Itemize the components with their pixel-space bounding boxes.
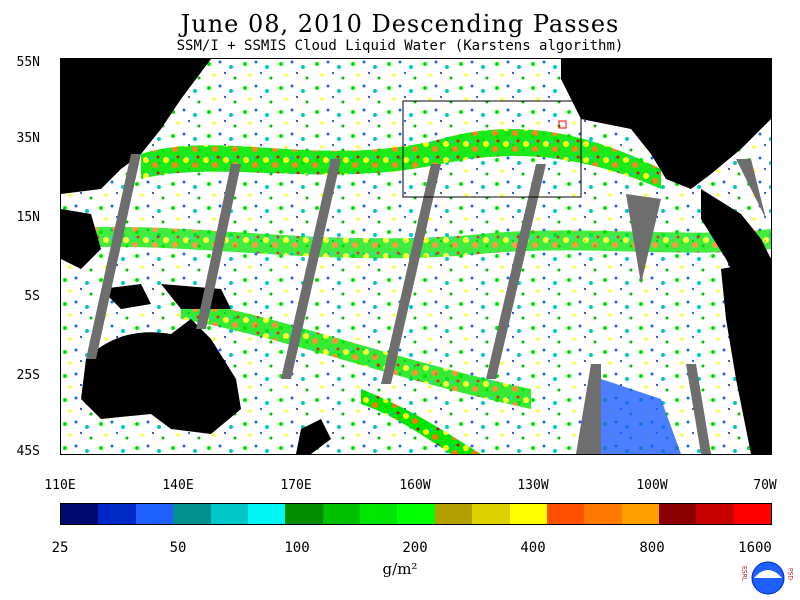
colorbar-swatch [696, 504, 734, 524]
colorbar-swatch [360, 504, 398, 524]
lat-label-55n: 55N [16, 55, 40, 70]
colorbar-swatch [546, 504, 585, 524]
colorbar-tick-400: 400 [520, 540, 546, 556]
lon-label-70w: 70W [753, 478, 777, 493]
swath-gap-3 [281, 159, 341, 379]
colorbar-swatch [210, 504, 248, 524]
borneo-landmass [101, 284, 151, 309]
lon-label-110e: 110E [44, 478, 76, 493]
southeast-pacific-cloud [601, 379, 681, 454]
swath-gap-8 [686, 364, 711, 454]
colorbar-swatch [509, 504, 547, 524]
colorbar-swatch [397, 504, 435, 524]
colorbar-swatch [659, 504, 697, 524]
colorbar-tick-1600: 1600 [738, 540, 772, 556]
lon-label-130w: 130W [517, 478, 549, 493]
lat-label-45s: 45S [16, 444, 40, 459]
logo-left-text: ESRL [741, 566, 748, 582]
colorbar-swatch [621, 504, 659, 524]
color-scale-bar [60, 503, 772, 525]
swath-gap-2 [196, 164, 241, 329]
north-pacific-storm-band [141, 129, 661, 189]
swath-gap-4 [381, 164, 441, 384]
lat-label-15n: 15N [16, 210, 40, 225]
lat-label-5s: 5S [24, 289, 40, 304]
map-title: June 08, 2010 Descending Passes [180, 10, 620, 38]
lon-label-140e: 140E [162, 478, 194, 493]
colorbar-swatch [173, 504, 211, 524]
australia-landmass [81, 319, 241, 434]
noaa-logo: NOAA ESRL PSD [741, 561, 794, 595]
logo-center-text: NOAA [759, 572, 777, 579]
lat-label-25s: 25S [16, 368, 40, 383]
target-marker [558, 120, 567, 129]
lon-label-100w: 100W [636, 478, 668, 493]
units-label: g/m² [382, 560, 418, 578]
colorbar-swatch [434, 504, 473, 524]
colorbar-tick-25: 25 [51, 540, 69, 556]
colorbar-swatch [61, 504, 99, 524]
colorbar-swatch [285, 504, 323, 524]
swath-gap-5 [486, 164, 546, 379]
colorbar-swatch [472, 504, 510, 524]
lat-label-35n: 35N [16, 131, 40, 146]
map-canvas [61, 59, 771, 454]
lon-label-160w: 160W [399, 478, 431, 493]
swath-gap-9 [736, 159, 766, 219]
colorbar-swatch [135, 504, 174, 524]
swath-gap-7 [576, 364, 601, 454]
swath-gap-1 [86, 154, 141, 359]
swath-gap-6 [626, 194, 661, 284]
map-subtitle: SSM/I + SSMIS Cloud Liquid Water (Karste… [176, 38, 624, 54]
colorbar-swatch [98, 504, 136, 524]
colorbar-tick-800: 800 [639, 540, 665, 556]
south-america-landmass [721, 259, 771, 454]
cloud-liquid-water-map [60, 58, 772, 455]
south-tasman-band [361, 389, 481, 454]
colorbar-swatch [584, 504, 622, 524]
new-zealand-landmass [296, 419, 331, 454]
colorbar-swatch [733, 504, 772, 524]
north-america-landmass [561, 59, 771, 189]
south-pacific-convergence-band [181, 299, 531, 409]
japan-landmass [135, 109, 153, 139]
colorbar-swatch [322, 504, 360, 524]
southeast-asia-landmass [61, 209, 101, 269]
lon-label-170e: 170E [280, 478, 312, 493]
logo-right-text: PSD [787, 568, 794, 580]
colorbar-swatch [247, 504, 286, 524]
colorbar-tick-100: 100 [284, 540, 310, 556]
colorbar-tick-200: 200 [402, 540, 428, 556]
colorbar-tick-50: 50 [169, 540, 187, 556]
region-box [402, 100, 582, 198]
